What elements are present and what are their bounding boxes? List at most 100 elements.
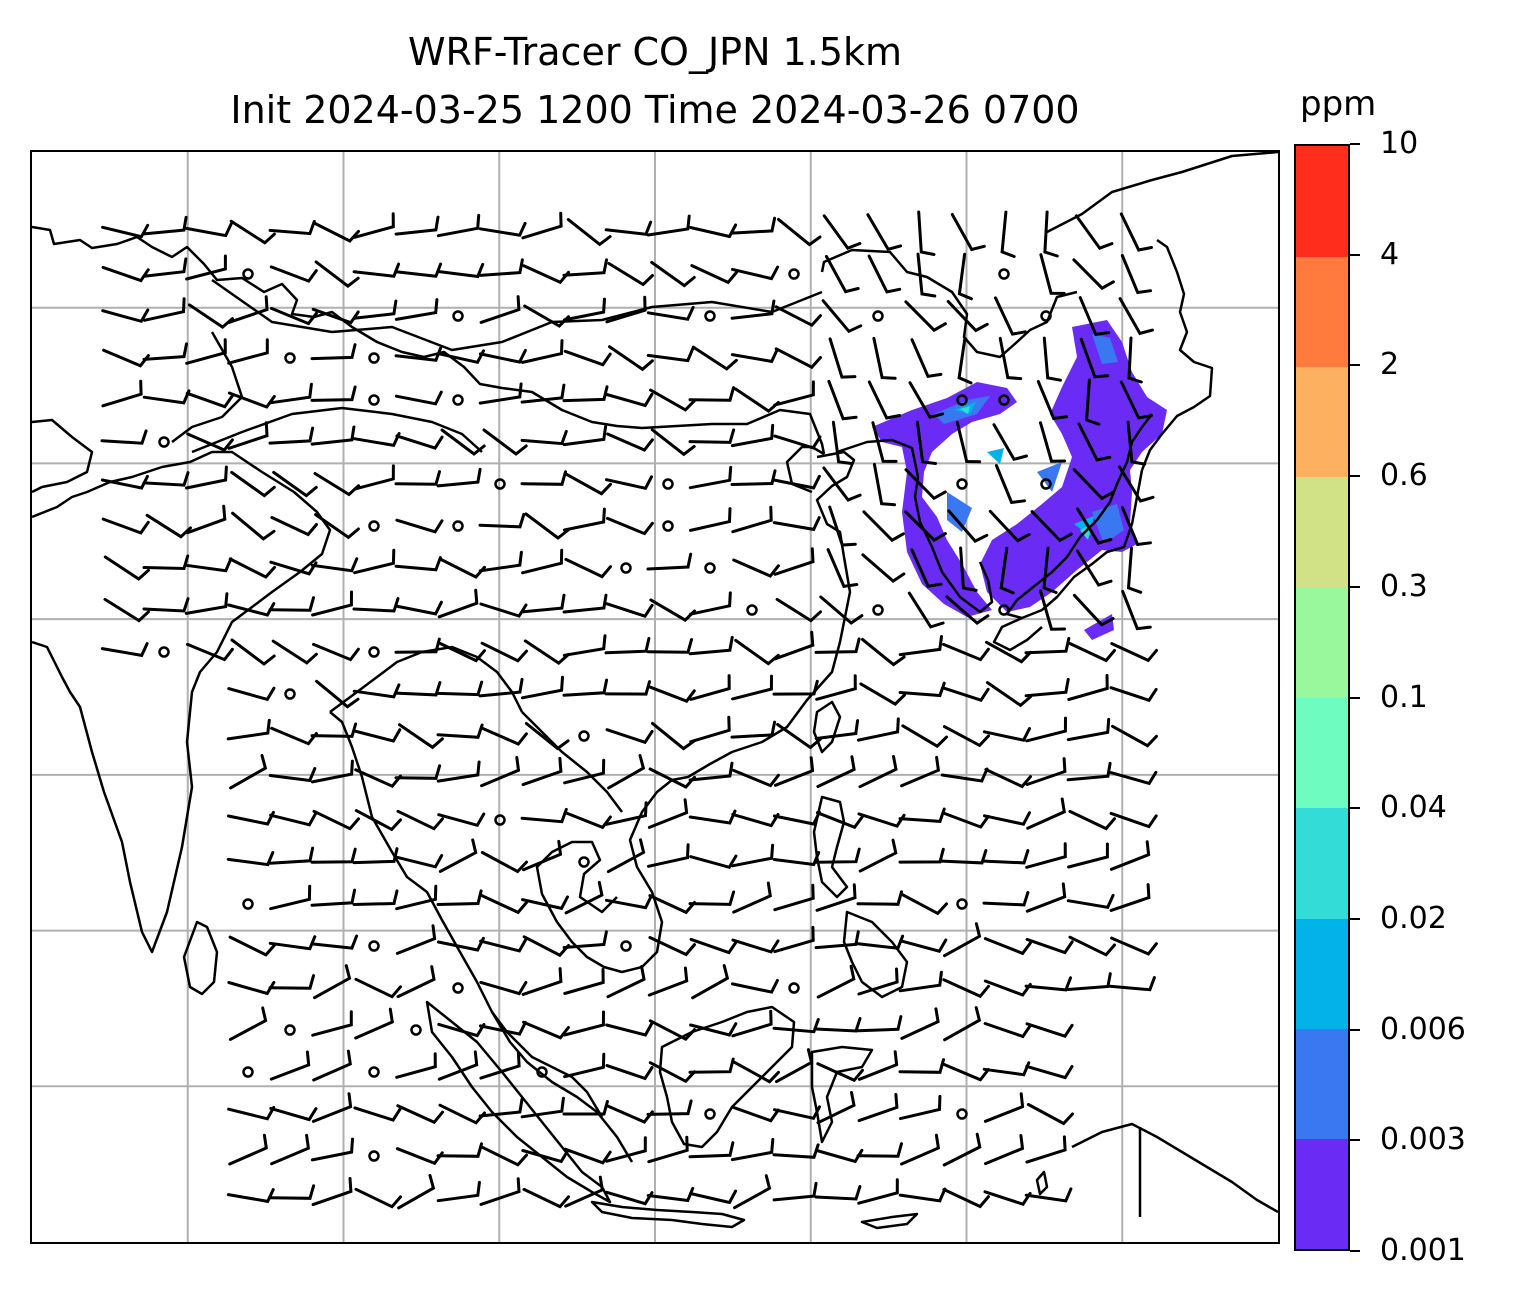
wind-barb	[394, 346, 443, 362]
wind-barb	[646, 1099, 693, 1116]
calm-wind-marker	[788, 268, 800, 280]
wind-barb	[437, 588, 479, 619]
colorbar-tick-mark	[1350, 475, 1360, 478]
wind-barb	[436, 213, 481, 238]
wind-barb	[828, 337, 857, 379]
wind-barb	[605, 1136, 647, 1163]
wind-barb	[688, 591, 732, 616]
calm-wind-marker	[494, 478, 506, 490]
wind-barb	[646, 214, 691, 237]
calm-wind-marker	[452, 394, 464, 406]
wind-barb	[310, 722, 358, 738]
wind-barb	[563, 1147, 612, 1165]
wind-barb	[688, 1141, 735, 1159]
wind-barb	[861, 637, 906, 667]
wind-barb	[395, 1052, 437, 1079]
wind-barb	[522, 935, 570, 958]
plume-level-3	[954, 402, 1094, 536]
coast-pacific-island	[1035, 1170, 1049, 1196]
wind-barb	[562, 258, 608, 277]
wind-barb	[649, 598, 696, 622]
wind-barb	[815, 883, 857, 912]
coast-sulawesi	[810, 1045, 874, 1144]
wind-barb	[396, 809, 444, 831]
wind-barb	[992, 423, 1028, 462]
wind-barb	[352, 889, 399, 906]
wind-barb	[1025, 882, 1067, 913]
wind-barb	[982, 891, 1030, 907]
wind-barb	[522, 264, 570, 285]
calm-wind-marker	[410, 1024, 422, 1036]
colorbar-tick-mark	[1350, 696, 1360, 699]
wind-barb	[227, 1105, 276, 1121]
wind-barb	[1039, 253, 1066, 295]
colorbar-segment	[1296, 587, 1348, 698]
colorbar-segment	[1296, 697, 1348, 809]
colorbar-unit-label: ppm	[1300, 84, 1377, 124]
wind-barb	[353, 1106, 402, 1122]
wind-barb	[1120, 254, 1153, 295]
wind-barb	[1025, 716, 1067, 743]
wind-barb	[604, 637, 651, 655]
wind-barb	[1072, 593, 1115, 627]
wind-barb	[941, 686, 990, 702]
calm-wind-marker	[158, 436, 170, 448]
wind-barb	[314, 260, 360, 288]
wind-barb	[397, 1174, 436, 1210]
wind-barb	[1030, 510, 1073, 543]
wind-barb	[438, 1103, 486, 1125]
wind-barb	[819, 595, 864, 625]
wind-barb	[733, 387, 780, 413]
wind-barb	[185, 338, 227, 365]
wind-barb	[436, 936, 485, 952]
wind-barb	[856, 717, 900, 742]
wind-barb	[354, 977, 402, 999]
wind-barb	[352, 262, 401, 278]
wind-barb	[395, 1147, 444, 1166]
wind-barb	[900, 1007, 940, 1040]
wind-barb	[184, 557, 233, 573]
calm-wind-marker	[872, 604, 884, 616]
wind-barb	[395, 884, 438, 911]
wind-barb	[815, 1148, 864, 1164]
wind-barb	[773, 1105, 821, 1121]
wind-barb	[436, 467, 482, 488]
wind-barb	[1085, 378, 1101, 426]
wind-barb	[816, 1091, 856, 1125]
calm-wind-marker	[788, 982, 800, 994]
colorbar-tick-mark	[1350, 364, 1360, 367]
wind-barb	[688, 890, 736, 906]
wind-barb	[480, 641, 528, 663]
calm-wind-marker	[158, 646, 170, 658]
wind-barb	[983, 1190, 1032, 1206]
wind-barb	[271, 639, 318, 665]
wind-barb	[1076, 507, 1113, 545]
wind-barb	[354, 768, 402, 789]
wind-barb	[689, 937, 738, 955]
calm-wind-marker	[452, 310, 464, 322]
wind-barb	[857, 967, 899, 996]
wind-barb	[1068, 809, 1116, 831]
coast-japan-honshu	[1005, 413, 1153, 620]
wind-barb	[942, 1062, 990, 1082]
coast-malaysia	[491, 1011, 604, 1118]
wind-barb	[354, 1007, 394, 1040]
wind-barb	[436, 1142, 483, 1158]
wind-barb	[1108, 976, 1156, 992]
wind-barb	[1118, 297, 1154, 336]
wind-barb	[394, 298, 439, 321]
calm-wind-marker	[368, 1150, 380, 1162]
wind-barb	[772, 1181, 818, 1202]
calm-wind-marker	[956, 478, 968, 490]
wind-barb	[1026, 1103, 1074, 1126]
wind-barb	[867, 380, 901, 420]
wind-barb	[312, 221, 360, 243]
wind-barb	[227, 602, 276, 617]
wind-barb	[436, 1180, 481, 1203]
wind-barb	[982, 1061, 1031, 1077]
wind-barb	[731, 505, 773, 534]
wind-barb	[227, 686, 276, 702]
wind-barb	[984, 768, 1032, 789]
wind-barb	[437, 1050, 479, 1081]
wind-barb	[1067, 842, 1109, 869]
